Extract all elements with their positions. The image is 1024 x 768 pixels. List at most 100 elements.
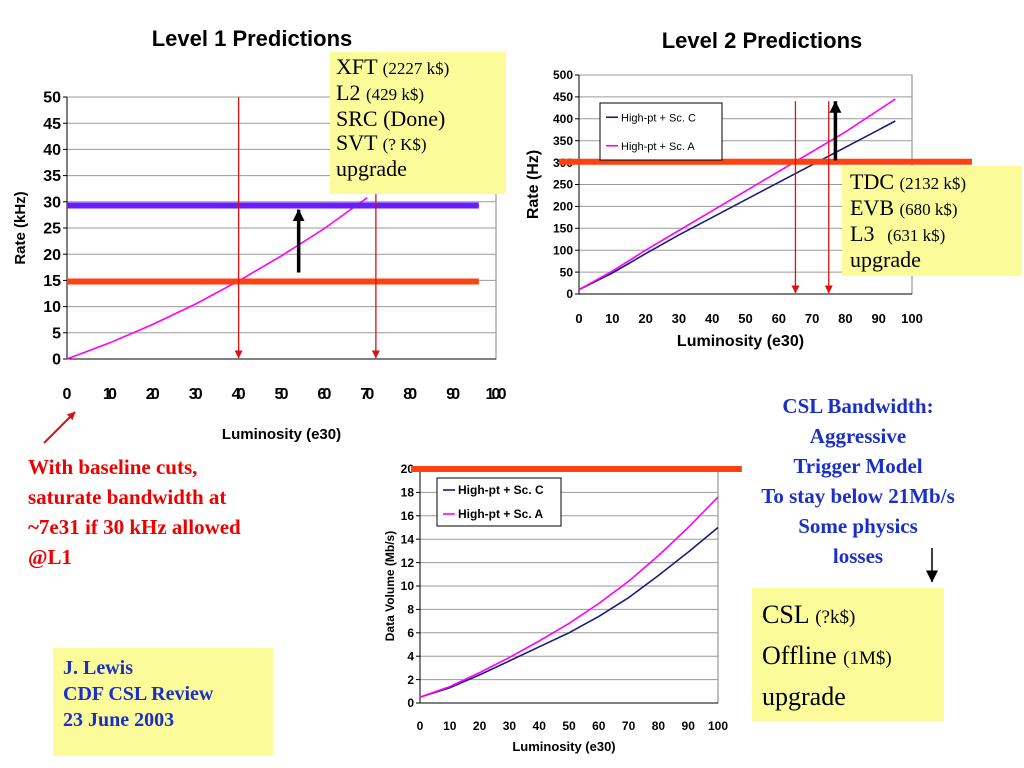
legend-label: High-pt + Sc. C (458, 483, 544, 497)
x-tick-label: 60 (772, 311, 786, 326)
y-tick-label: 15 (43, 273, 61, 290)
legend-box (436, 477, 562, 527)
csl-bandwidth-note: CSL Bandwidth: Aggressive Trigger Model … (712, 391, 1004, 571)
x-tick-label: 100 (901, 311, 923, 326)
y-tick-label: 400 (553, 112, 573, 126)
y-tick-label: 20 (401, 462, 415, 476)
series-line-1 (578, 120, 896, 291)
y-tick-label: 30 (43, 194, 61, 211)
x-tick-label: 70 (622, 719, 636, 733)
author-name: J. Lewis (63, 657, 133, 679)
series-line-2 (578, 98, 896, 291)
y-tick-label: 25 (43, 221, 61, 238)
x-tick-label: 10 (443, 719, 457, 733)
chart-2: 0501001502002503003504004505000102030405… (525, 28, 972, 350)
l1-box-line-1: XFT (2227 k$) (336, 54, 450, 79)
x-tick-label: 50 (275, 386, 289, 403)
red-note-line-1: With baseline cuts, (28, 455, 198, 479)
blue-note-line-6: losses (832, 544, 884, 568)
blue-note-line-1: CSL Bandwidth: (782, 394, 934, 418)
x-tick-label: 90 (446, 386, 460, 403)
y-axis-label: Data Volume (Mb/s) (383, 531, 397, 641)
blue-note-line-3: Trigger Model (793, 454, 923, 478)
x-tick-label: 40 (533, 719, 547, 733)
chart-title: Level 1 Predictions (152, 26, 353, 51)
x-tick-label: 80 (403, 386, 417, 403)
l1-box-line-5: upgrade (336, 156, 407, 181)
legend-box (599, 102, 723, 161)
x-tick-label: 100 (708, 719, 728, 733)
l1-box-line-3: SRC (Done) (336, 106, 446, 131)
x-tick-label: 60 (317, 386, 331, 403)
legend-label: High-pt + Sc. A (621, 141, 695, 153)
x-tick-label: 70 (360, 386, 374, 403)
x-axis-label: Luminosity (e30) (222, 426, 341, 443)
x-axis-label: Luminosity (e30) (677, 333, 804, 350)
y-tick-label: 450 (553, 90, 573, 104)
blue-note-line-2: Aggressive (809, 424, 907, 448)
y-tick-label: 150 (553, 222, 573, 236)
x-tick-label: 30 (503, 719, 517, 733)
l2-box-line-3: L3 (631 k$) (850, 221, 946, 246)
x-tick-label: 80 (838, 311, 852, 326)
y-tick-label: 6 (407, 626, 414, 640)
csl-box-line-2: Offline (1M$) (762, 641, 892, 670)
blue-note-line-5: Some physics (798, 514, 918, 538)
blue-note-line-4: To stay below 21Mb/s (761, 484, 955, 508)
l2-box-line-4: upgrade (850, 247, 921, 272)
baseline-cuts-note: With baseline cuts, saturate bandwidth a… (28, 452, 328, 572)
y-tick-label: 100 (553, 243, 573, 257)
series-line-1 (66, 196, 368, 360)
x-tick-label: 30 (672, 311, 686, 326)
x-tick-label: 50 (738, 311, 752, 326)
l2-cost-box: TDC (2132 k$) EVB (680 k$) L3 (631 k$) u… (842, 166, 1022, 276)
l1-box-line-4: SVT (? K$) (336, 130, 427, 155)
chart-3: 0 2 4 6 8 10 12 14 16 18 20 0 10 20 30 40 50 60 70 80 90 100 L… (383, 462, 742, 754)
csl-box-line-3: upgrade (762, 682, 846, 711)
csl-cost-box: CSL (?k$) Offline (1M$) upgrade (752, 588, 944, 721)
y-tick-label: 50 (43, 90, 61, 107)
l2-box-line-2: EVB (680 k$) (850, 195, 958, 220)
y-tick-label: 35 (43, 168, 61, 185)
y-tick-label: 16 (401, 509, 415, 523)
legend-label: High-pt + Sc. C (621, 112, 696, 124)
x-tick-label: 30 (189, 386, 203, 403)
x-tick-label: 0 (575, 311, 582, 326)
y-tick-label: 12 (401, 556, 415, 570)
y-tick-label: 14 (401, 532, 415, 546)
author-event: CDF CSL Review (63, 683, 214, 705)
y-tick-label: 20 (43, 247, 61, 264)
x-tick-label: 20 (146, 386, 160, 403)
y-tick-label: 18 (401, 486, 415, 500)
x-tick-label: 80 (652, 719, 666, 733)
y-tick-label: 200 (553, 200, 573, 214)
x-tick-label: 0 (63, 386, 72, 403)
l1-cost-box: XFT (2227 k$) L2 (429 k$) SRC (Done) SVT… (330, 52, 506, 194)
l1-box-line-2: L2 (429 k$) (336, 80, 425, 105)
legend-label: High-pt + Sc. A (458, 507, 544, 521)
baseline-pointer-arrow (43, 411, 76, 444)
x-tick-label: 10 (103, 386, 117, 403)
x-tick-label: 40 (705, 311, 719, 326)
x-tick-label: 100 (486, 386, 507, 403)
y-tick-label: 500 (553, 68, 573, 82)
y-tick-label: 250 (553, 178, 573, 192)
x-tick-label: 40 (232, 386, 246, 403)
y-tick-label: 40 (43, 142, 61, 159)
y-tick-label: 0 (52, 352, 61, 369)
y-tick-label: 8 (407, 603, 414, 617)
red-note-line-4: @L1 (28, 545, 73, 569)
x-axis-label: Luminosity (e30) (512, 739, 615, 754)
author-date: 23 June 2003 (63, 709, 175, 731)
y-tick-label: 50 (560, 265, 574, 279)
x-tick-label: 50 (562, 719, 576, 733)
red-note-line-2: saturate bandwidth at (28, 485, 227, 509)
x-tick-label: 90 (871, 311, 885, 326)
x-tick-label: 20 (473, 719, 487, 733)
y-tick-label: 10 (43, 299, 61, 316)
x-tick-label: 70 (805, 311, 819, 326)
x-tick-label: 60 (592, 719, 606, 733)
y-tick-label: 4 (407, 649, 414, 663)
series-line-1 (419, 526, 719, 698)
y-tick-label: 2 (407, 673, 414, 687)
